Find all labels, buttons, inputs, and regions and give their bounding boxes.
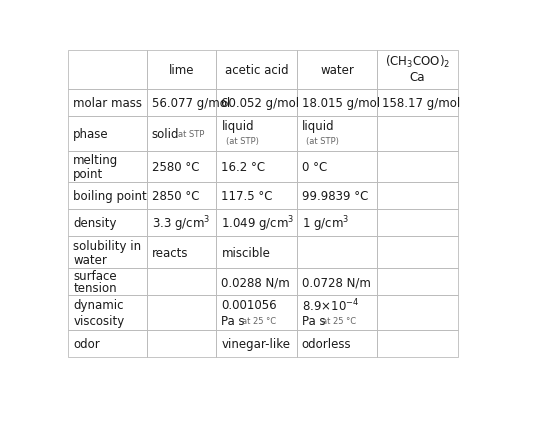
Bar bbox=[297, 151, 377, 183]
Bar bbox=[68, 210, 146, 237]
Bar bbox=[297, 296, 377, 330]
Bar bbox=[68, 269, 146, 296]
Text: 0.001056: 0.001056 bbox=[222, 299, 277, 312]
Bar bbox=[216, 237, 297, 269]
Text: point: point bbox=[73, 167, 104, 181]
Bar bbox=[297, 269, 377, 296]
Text: at 25 °C: at 25 °C bbox=[242, 316, 276, 325]
Text: 99.9839 °C: 99.9839 °C bbox=[302, 190, 368, 203]
Text: reacts: reacts bbox=[152, 246, 188, 259]
Text: 1.049 g/cm$^3$: 1.049 g/cm$^3$ bbox=[222, 213, 295, 233]
Bar bbox=[377, 151, 458, 183]
Text: 117.5 °C: 117.5 °C bbox=[222, 190, 273, 203]
Text: solid: solid bbox=[152, 127, 179, 141]
Bar bbox=[68, 296, 146, 330]
Text: 1 g/cm$^3$: 1 g/cm$^3$ bbox=[302, 213, 349, 233]
Bar bbox=[377, 210, 458, 237]
Bar bbox=[68, 237, 146, 269]
Text: phase: phase bbox=[73, 127, 109, 141]
Bar bbox=[216, 151, 297, 183]
Bar bbox=[377, 117, 458, 151]
Bar bbox=[297, 183, 377, 210]
Bar bbox=[216, 183, 297, 210]
Text: odorless: odorless bbox=[302, 337, 352, 350]
Bar bbox=[377, 269, 458, 296]
Text: density: density bbox=[73, 217, 117, 230]
Text: solubility in: solubility in bbox=[73, 239, 141, 252]
Bar bbox=[377, 183, 458, 210]
Bar bbox=[377, 330, 458, 357]
Text: 2580 °C: 2580 °C bbox=[152, 161, 199, 173]
Bar bbox=[68, 51, 146, 90]
Text: at STP: at STP bbox=[178, 130, 204, 138]
Text: at 25 °C: at 25 °C bbox=[322, 316, 357, 325]
Bar bbox=[68, 183, 146, 210]
Text: odor: odor bbox=[73, 337, 100, 350]
Bar bbox=[146, 117, 216, 151]
Bar bbox=[68, 151, 146, 183]
Bar bbox=[146, 51, 216, 90]
Bar bbox=[377, 90, 458, 117]
Text: 60.052 g/mol: 60.052 g/mol bbox=[222, 97, 300, 110]
Text: tension: tension bbox=[73, 282, 117, 294]
Text: (CH$_3$COO)$_2$: (CH$_3$COO)$_2$ bbox=[385, 54, 450, 69]
Bar bbox=[297, 330, 377, 357]
Bar bbox=[216, 210, 297, 237]
Text: Pa s: Pa s bbox=[302, 314, 325, 327]
Bar bbox=[216, 269, 297, 296]
Text: viscosity: viscosity bbox=[73, 314, 124, 327]
Bar bbox=[146, 90, 216, 117]
Text: 8.9×10$^{-4}$: 8.9×10$^{-4}$ bbox=[302, 297, 359, 314]
Bar bbox=[297, 90, 377, 117]
Bar bbox=[377, 51, 458, 90]
Text: 0.0288 N/m: 0.0288 N/m bbox=[222, 276, 290, 288]
Text: lime: lime bbox=[169, 64, 194, 77]
Text: melting: melting bbox=[73, 154, 118, 167]
Text: 0 °C: 0 °C bbox=[302, 161, 327, 173]
Text: (at STP): (at STP) bbox=[225, 137, 259, 146]
Text: molar mass: molar mass bbox=[73, 97, 143, 110]
Bar bbox=[377, 296, 458, 330]
Text: 3.3 g/cm$^3$: 3.3 g/cm$^3$ bbox=[152, 213, 210, 233]
Text: 18.015 g/mol: 18.015 g/mol bbox=[302, 97, 380, 110]
Bar bbox=[216, 90, 297, 117]
Bar bbox=[146, 330, 216, 357]
Bar bbox=[68, 90, 146, 117]
Bar bbox=[146, 296, 216, 330]
Bar bbox=[146, 269, 216, 296]
Text: surface: surface bbox=[73, 270, 117, 282]
Bar bbox=[297, 117, 377, 151]
Text: 158.17 g/mol: 158.17 g/mol bbox=[382, 97, 460, 110]
Bar bbox=[146, 210, 216, 237]
Bar bbox=[146, 237, 216, 269]
Bar bbox=[297, 51, 377, 90]
Bar bbox=[216, 51, 297, 90]
Bar bbox=[146, 183, 216, 210]
Bar bbox=[297, 237, 377, 269]
Text: (at STP): (at STP) bbox=[306, 137, 339, 146]
Text: 2850 °C: 2850 °C bbox=[152, 190, 199, 203]
Bar bbox=[216, 296, 297, 330]
Text: water: water bbox=[73, 253, 107, 266]
Text: water: water bbox=[320, 64, 354, 77]
Text: vinegar-like: vinegar-like bbox=[222, 337, 290, 350]
Text: 0.0728 N/m: 0.0728 N/m bbox=[302, 276, 371, 288]
Text: Ca: Ca bbox=[410, 71, 425, 84]
Text: liquid: liquid bbox=[302, 120, 335, 133]
Bar bbox=[297, 210, 377, 237]
Bar bbox=[68, 330, 146, 357]
Text: 16.2 °C: 16.2 °C bbox=[222, 161, 265, 173]
Text: 56.077 g/mol: 56.077 g/mol bbox=[152, 97, 230, 110]
Bar bbox=[377, 237, 458, 269]
Text: Pa s: Pa s bbox=[222, 314, 245, 327]
Text: miscible: miscible bbox=[222, 246, 270, 259]
Text: dynamic: dynamic bbox=[73, 299, 124, 312]
Text: acetic acid: acetic acid bbox=[225, 64, 288, 77]
Bar bbox=[68, 117, 146, 151]
Text: boiling point: boiling point bbox=[73, 190, 147, 203]
Bar bbox=[216, 117, 297, 151]
Text: liquid: liquid bbox=[222, 120, 254, 133]
Bar bbox=[146, 151, 216, 183]
Bar bbox=[216, 330, 297, 357]
